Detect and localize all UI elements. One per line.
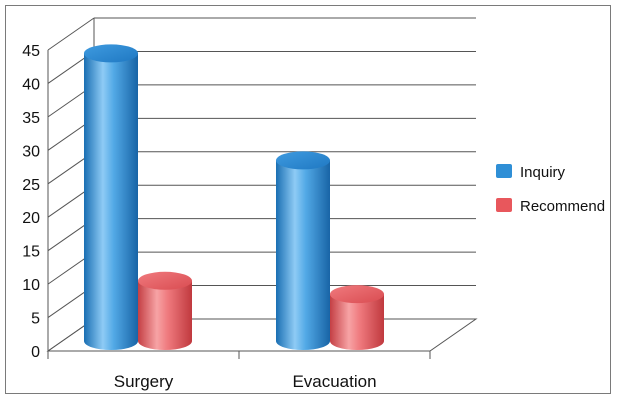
bar-recommend-evacuation	[330, 285, 384, 350]
bar-body	[84, 53, 138, 350]
bar-recommend-surgery	[138, 271, 192, 350]
bar-top	[276, 151, 330, 170]
bar-top	[84, 44, 138, 63]
bar-body	[138, 280, 192, 350]
y-tick-label: 0	[31, 344, 40, 361]
bar-inquiry-evacuation	[276, 151, 330, 350]
bar-inquiry-surgery	[84, 44, 138, 350]
y-tick-label: 40	[22, 76, 40, 93]
gridline-depth	[47, 17, 95, 51]
y-tick-label: 5	[31, 311, 40, 328]
legend-swatch	[496, 198, 512, 212]
y-tick-label: 25	[22, 177, 40, 194]
x-tick-label: Surgery	[114, 372, 174, 391]
axis-labels: 0 5 10 15 20 25 30 35 40 45 Surgery Evacuation	[22, 43, 376, 391]
chart-floor	[46, 318, 478, 352]
legend-item-recommend: Recommend	[496, 198, 605, 215]
legend-item-inquiry: Inquiry	[496, 164, 566, 181]
legend-label: Inquiry	[520, 164, 566, 181]
y-tick-label: 35	[22, 110, 40, 127]
bar-top	[138, 271, 192, 290]
bars	[84, 44, 384, 350]
y-tick-label: 30	[22, 143, 40, 160]
legend: Inquiry Recommend	[496, 164, 605, 215]
y-tick-label: 20	[22, 210, 40, 227]
bar-top	[330, 285, 384, 304]
legend-swatch	[496, 164, 512, 178]
y-tick-label: 10	[22, 277, 40, 294]
bar-body	[276, 160, 330, 350]
x-tick-label: Evacuation	[292, 372, 376, 391]
y-tick-label: 45	[22, 43, 40, 60]
y-tick-label: 15	[22, 244, 40, 261]
legend-label: Recommend	[520, 198, 605, 215]
bar-body	[330, 294, 384, 350]
